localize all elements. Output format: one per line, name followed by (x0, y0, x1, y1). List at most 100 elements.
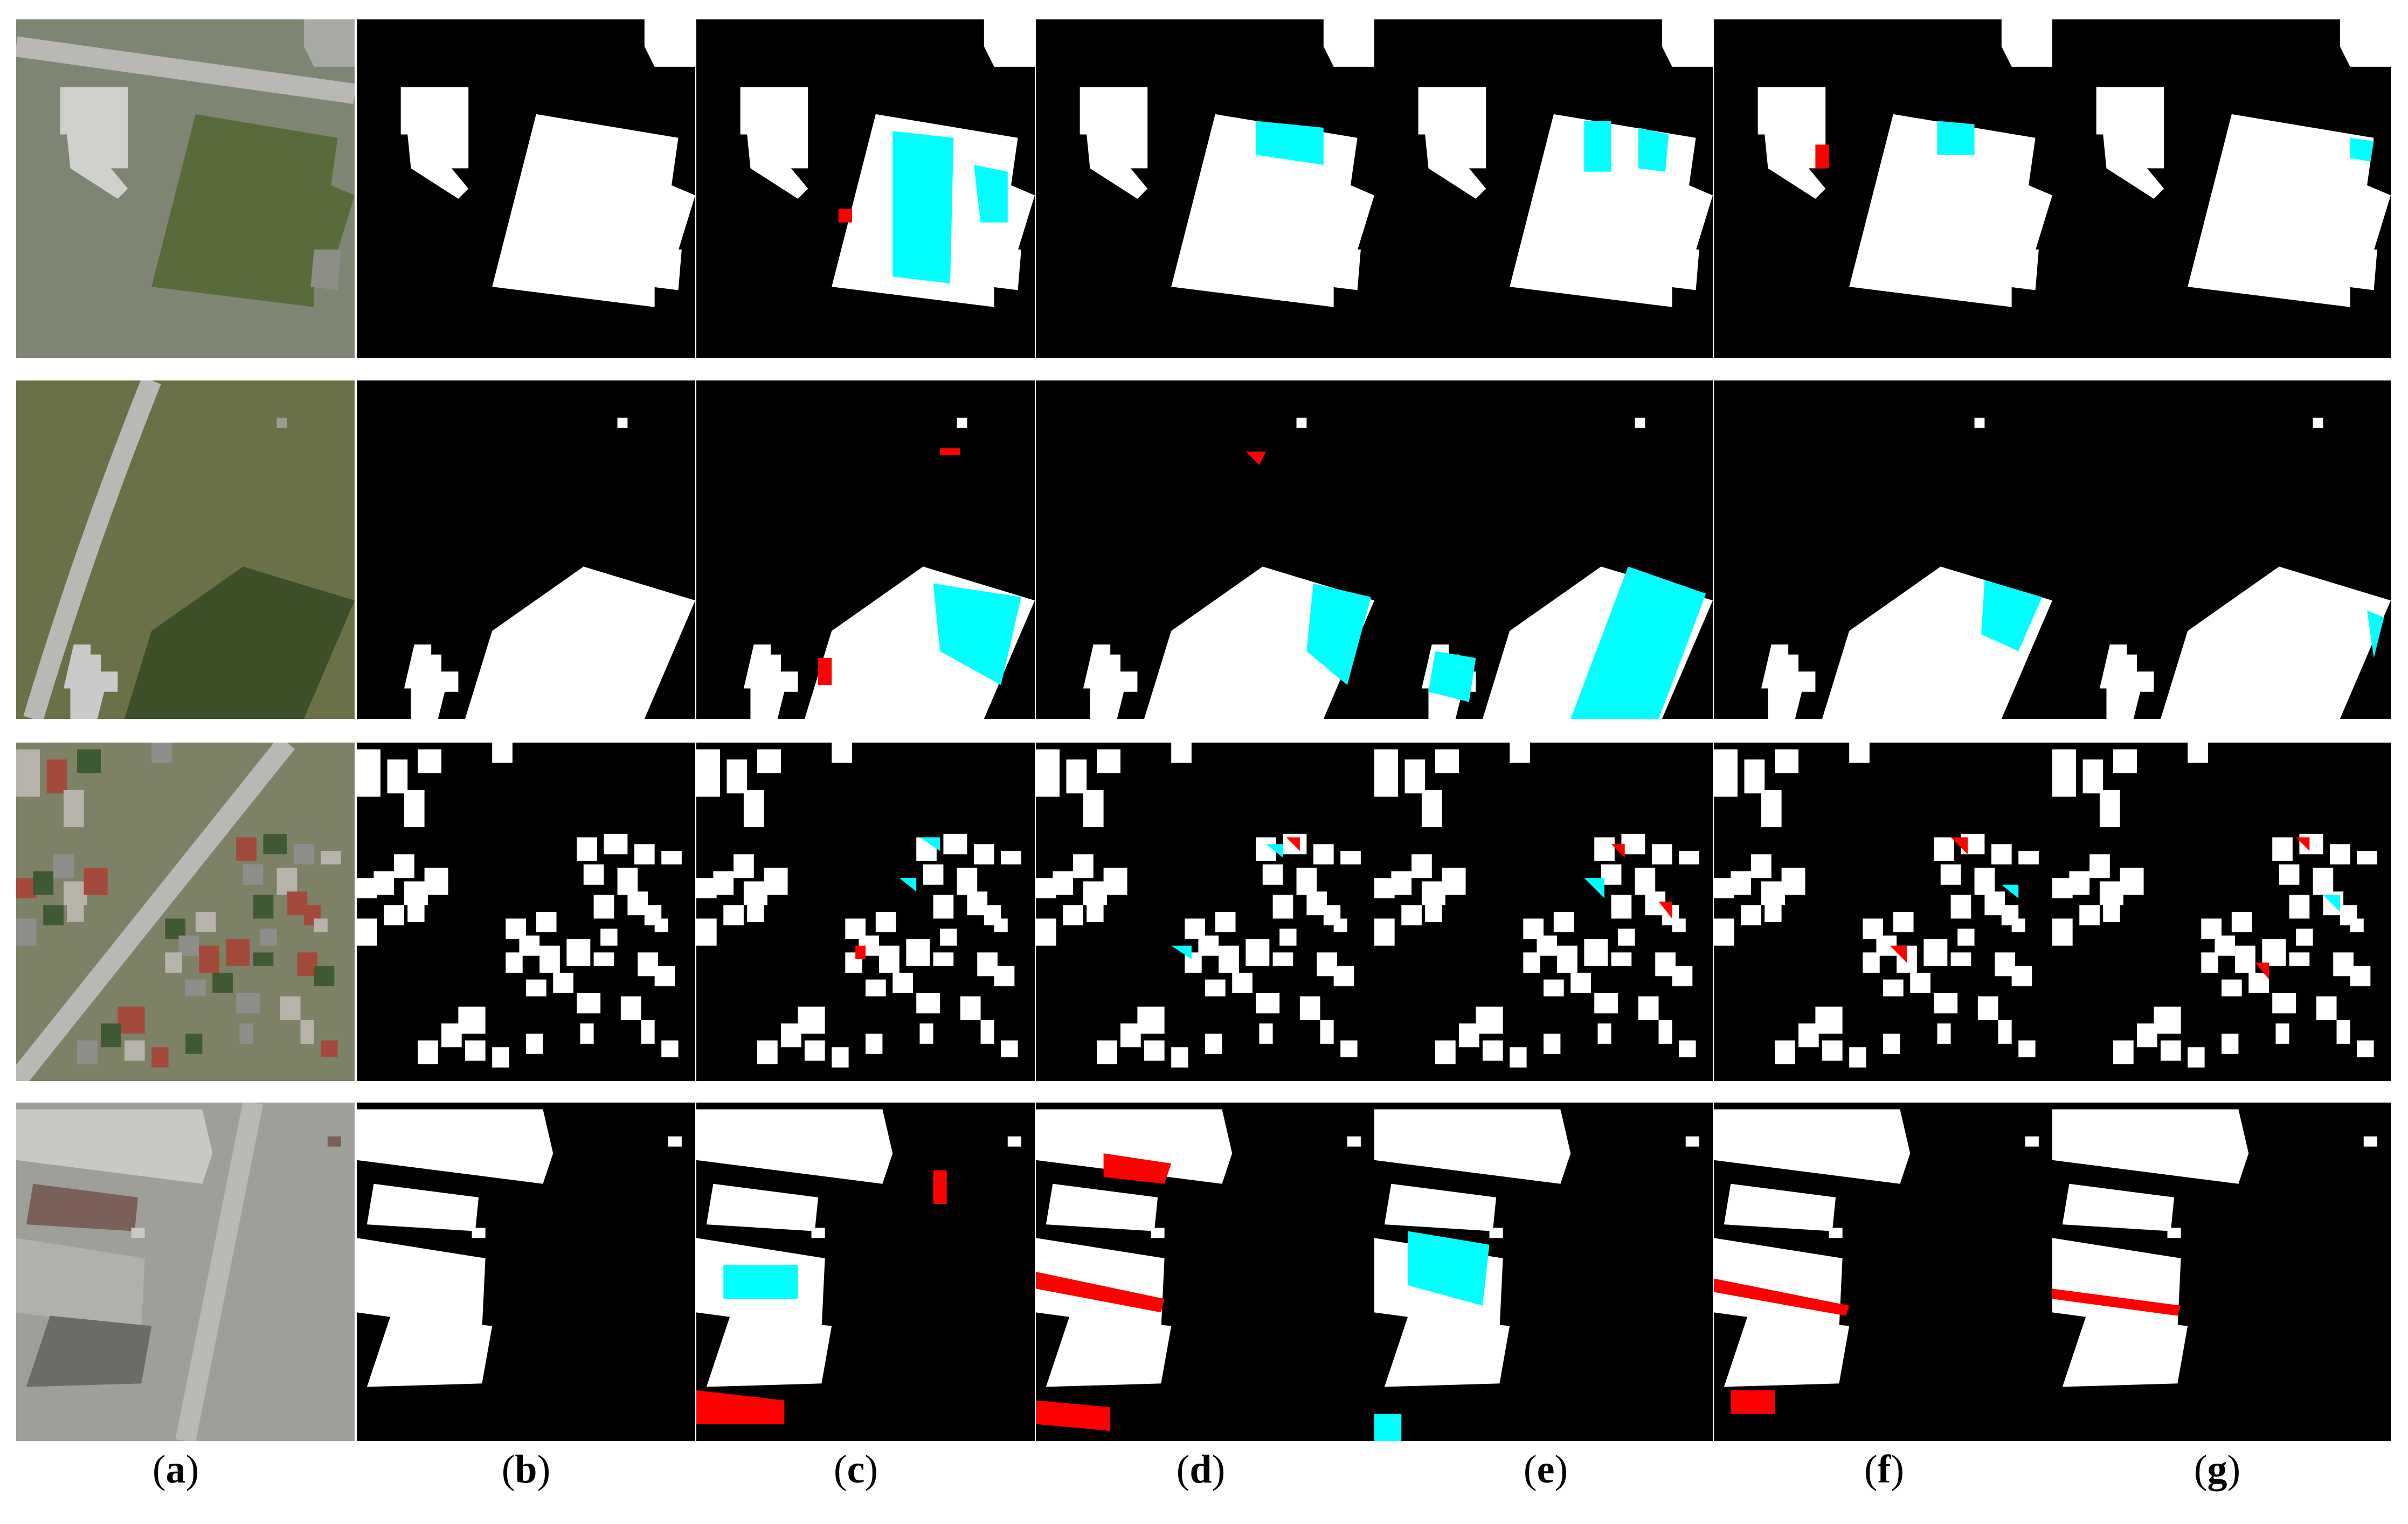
aerial-building (287, 891, 308, 916)
building-footprint (424, 868, 448, 895)
false-positive-region (1611, 844, 1625, 858)
building-footprint (1097, 749, 1120, 773)
aerial-building (63, 789, 84, 827)
panel-f-row-4 (1714, 1103, 2052, 1441)
building-footprint (706, 1183, 819, 1231)
building-footprint (1974, 868, 1995, 895)
aerial-building (77, 749, 101, 773)
building-footprint (1991, 844, 2012, 865)
building-footprint (2069, 871, 2090, 895)
building-footprint (960, 996, 981, 1020)
building-mask (1036, 19, 1374, 358)
building-footprint (1120, 1023, 1141, 1048)
building-footprint (1442, 868, 1466, 895)
building-footprint (1863, 918, 1883, 939)
building-footprint (2347, 250, 2377, 290)
false-positive-region (1731, 1390, 1775, 1414)
building-footprint (2188, 743, 2208, 763)
aerial-building (236, 837, 257, 861)
building-footprint (1523, 952, 1540, 973)
building-footprint (1557, 945, 1577, 973)
panel-d-row-3 (1036, 743, 1374, 1081)
building-footprint (1724, 1315, 1850, 1387)
building-footprint (866, 1034, 883, 1054)
building-footprint (696, 1109, 893, 1184)
aerial-building (280, 996, 301, 1020)
building-footprint (1083, 644, 1138, 719)
building-footprint (2201, 952, 2218, 973)
aerial-road (175, 1103, 264, 1441)
aerial-building (276, 868, 297, 895)
building-footprint (1685, 1136, 1699, 1147)
building-footprint (1849, 743, 1870, 763)
building-footprint (2336, 1020, 2350, 1044)
building-footprint (875, 912, 896, 932)
building-footprint (2201, 918, 2222, 939)
aerial-building (321, 850, 341, 865)
aerial-building (327, 1136, 341, 1147)
building-footprint (757, 749, 781, 773)
building-footprint (1679, 850, 1699, 865)
aerial-building (236, 993, 260, 1014)
caption-e: (e) (1523, 1447, 1568, 1492)
building-footprint (1340, 850, 1361, 865)
building-footprint (1245, 939, 1270, 966)
building-footprint (627, 891, 648, 916)
building-footprint (1066, 759, 1087, 794)
aerial-building (185, 1034, 203, 1054)
building-footprint (1621, 834, 1645, 855)
aerial-building (16, 749, 40, 797)
building-footprint (2001, 19, 2052, 67)
false-negative-region (1584, 121, 1611, 172)
building-footprint (1317, 952, 1337, 976)
building-footprint (1374, 1109, 1571, 1184)
building-footprint (2099, 881, 2123, 905)
building-footprint (1510, 743, 1530, 763)
building-footprint (2289, 952, 2310, 966)
building-footprint (892, 973, 913, 993)
building-footprint (2215, 935, 2236, 956)
building-footprint (1036, 749, 1060, 797)
building-footprint (1863, 952, 1880, 973)
building-footprint (1934, 993, 1958, 1014)
building-footprint (1757, 87, 1826, 199)
building-footprint (1001, 1040, 1018, 1058)
building-footprint (387, 759, 408, 794)
building-footprint (1425, 902, 1442, 922)
panel-b-row-1 (357, 19, 695, 358)
false-negative-region (1981, 580, 2043, 652)
building-footprint (519, 935, 540, 956)
aerial-building (199, 945, 219, 973)
panel-f-row-1 (1714, 19, 2052, 358)
panel-c-row-1 (696, 19, 1035, 358)
building-footprint (1815, 1006, 1843, 1034)
building-footprint (977, 952, 998, 976)
building-footprint (1611, 895, 1632, 919)
aerial-building (124, 566, 355, 719)
building-footprint (2275, 1023, 2289, 1044)
building-footprint (2357, 1040, 2374, 1058)
false-positive-region (1036, 1400, 1111, 1431)
building-footprint (1741, 905, 1761, 926)
building-footprint (1761, 789, 1782, 827)
building-footprint (661, 1040, 679, 1058)
building-footprint (2357, 850, 2377, 865)
panel-f-row-3 (1714, 743, 2052, 1081)
aerial-building (124, 1040, 145, 1061)
building-footprint (1655, 952, 1676, 976)
panel-g-row-1 (2052, 19, 2391, 358)
caption-f: (f) (1864, 1447, 1904, 1492)
building-footprint (1984, 891, 2005, 916)
building-mask (2052, 380, 2391, 719)
false-positive-region (1036, 1272, 1165, 1313)
false-positive-region (2052, 1289, 2181, 1316)
aerial-building (63, 644, 118, 719)
building-footprint (1476, 1006, 1503, 1034)
building-footprint (1306, 891, 1327, 916)
building-footprint (2363, 1136, 2377, 1147)
building-footprint (1601, 864, 1622, 885)
building-footprint (373, 871, 395, 895)
building-footprint (1957, 929, 1975, 946)
building-footprint (506, 918, 526, 939)
building-footprint (1384, 1183, 1497, 1231)
